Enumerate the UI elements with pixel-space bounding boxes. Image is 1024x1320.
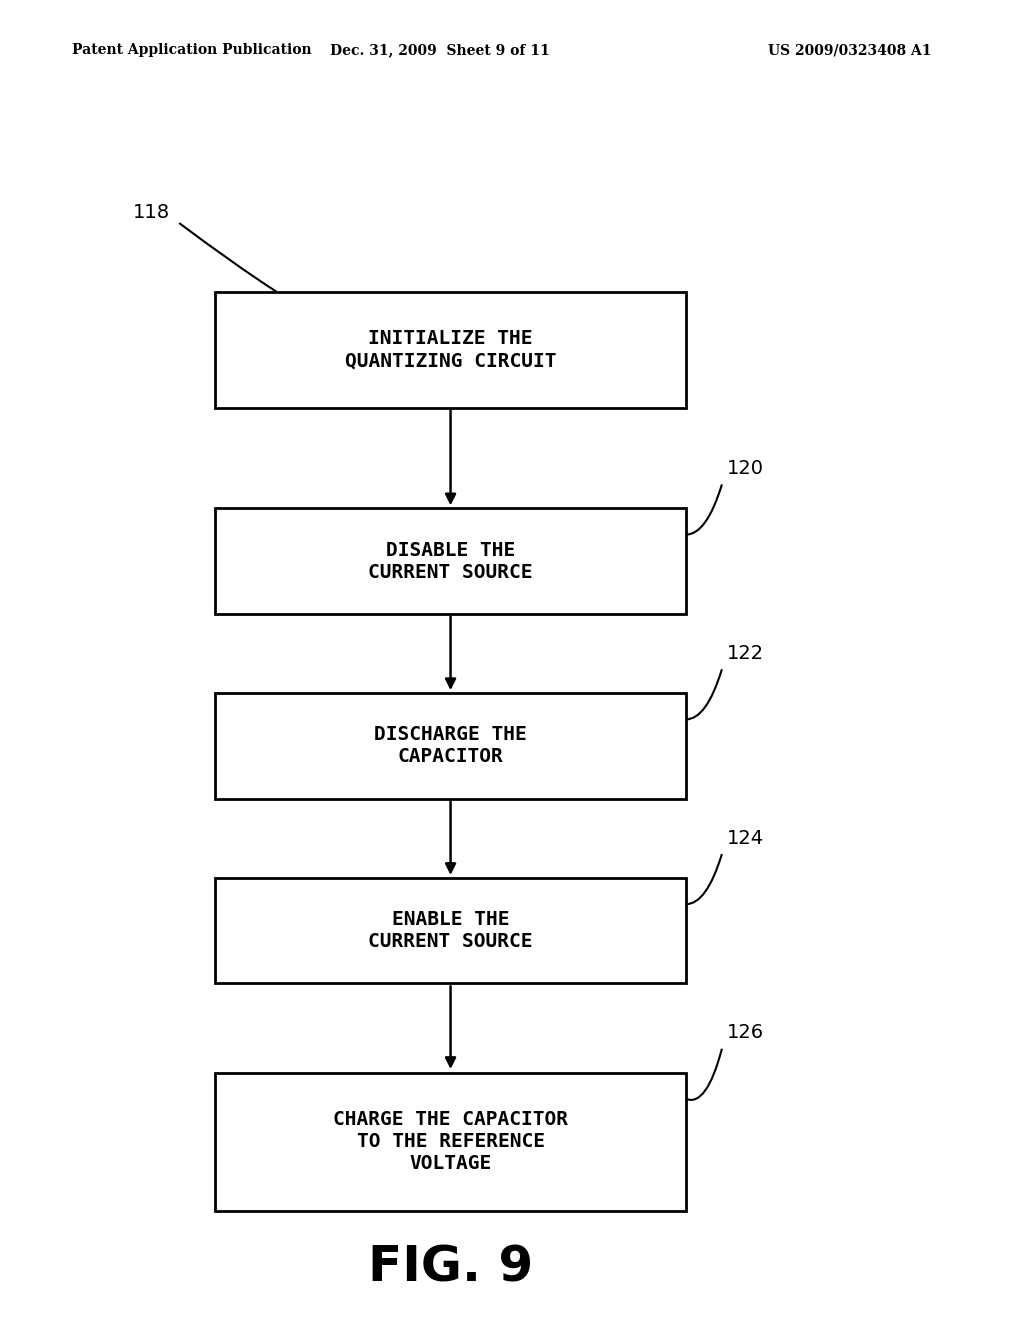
Text: CHARGE THE CAPACITOR
TO THE REFERENCE
VOLTAGE: CHARGE THE CAPACITOR TO THE REFERENCE VO… [333, 1110, 568, 1173]
Text: DISABLE THE
CURRENT SOURCE: DISABLE THE CURRENT SOURCE [369, 540, 532, 582]
Bar [215, 693, 686, 799]
Text: ENABLE THE
CURRENT SOURCE: ENABLE THE CURRENT SOURCE [369, 909, 532, 952]
Text: 118: 118 [133, 203, 170, 222]
Text: 120: 120 [727, 459, 764, 478]
Text: 122: 122 [727, 644, 764, 663]
Text: DISCHARGE THE
CAPACITOR: DISCHARGE THE CAPACITOR [374, 725, 527, 767]
Bar [215, 1072, 686, 1212]
Text: INITIALIZE THE
QUANTIZING CIRCUIT: INITIALIZE THE QUANTIZING CIRCUIT [345, 329, 556, 371]
Bar [215, 508, 686, 614]
Text: Patent Application Publication: Patent Application Publication [72, 44, 311, 57]
Text: US 2009/0323408 A1: US 2009/0323408 A1 [768, 44, 932, 57]
Text: Dec. 31, 2009  Sheet 9 of 11: Dec. 31, 2009 Sheet 9 of 11 [331, 44, 550, 57]
Text: FIG. 9: FIG. 9 [368, 1243, 534, 1291]
Bar [215, 878, 686, 983]
Text: 124: 124 [727, 829, 764, 847]
Text: 126: 126 [727, 1023, 764, 1043]
Bar [215, 292, 686, 408]
